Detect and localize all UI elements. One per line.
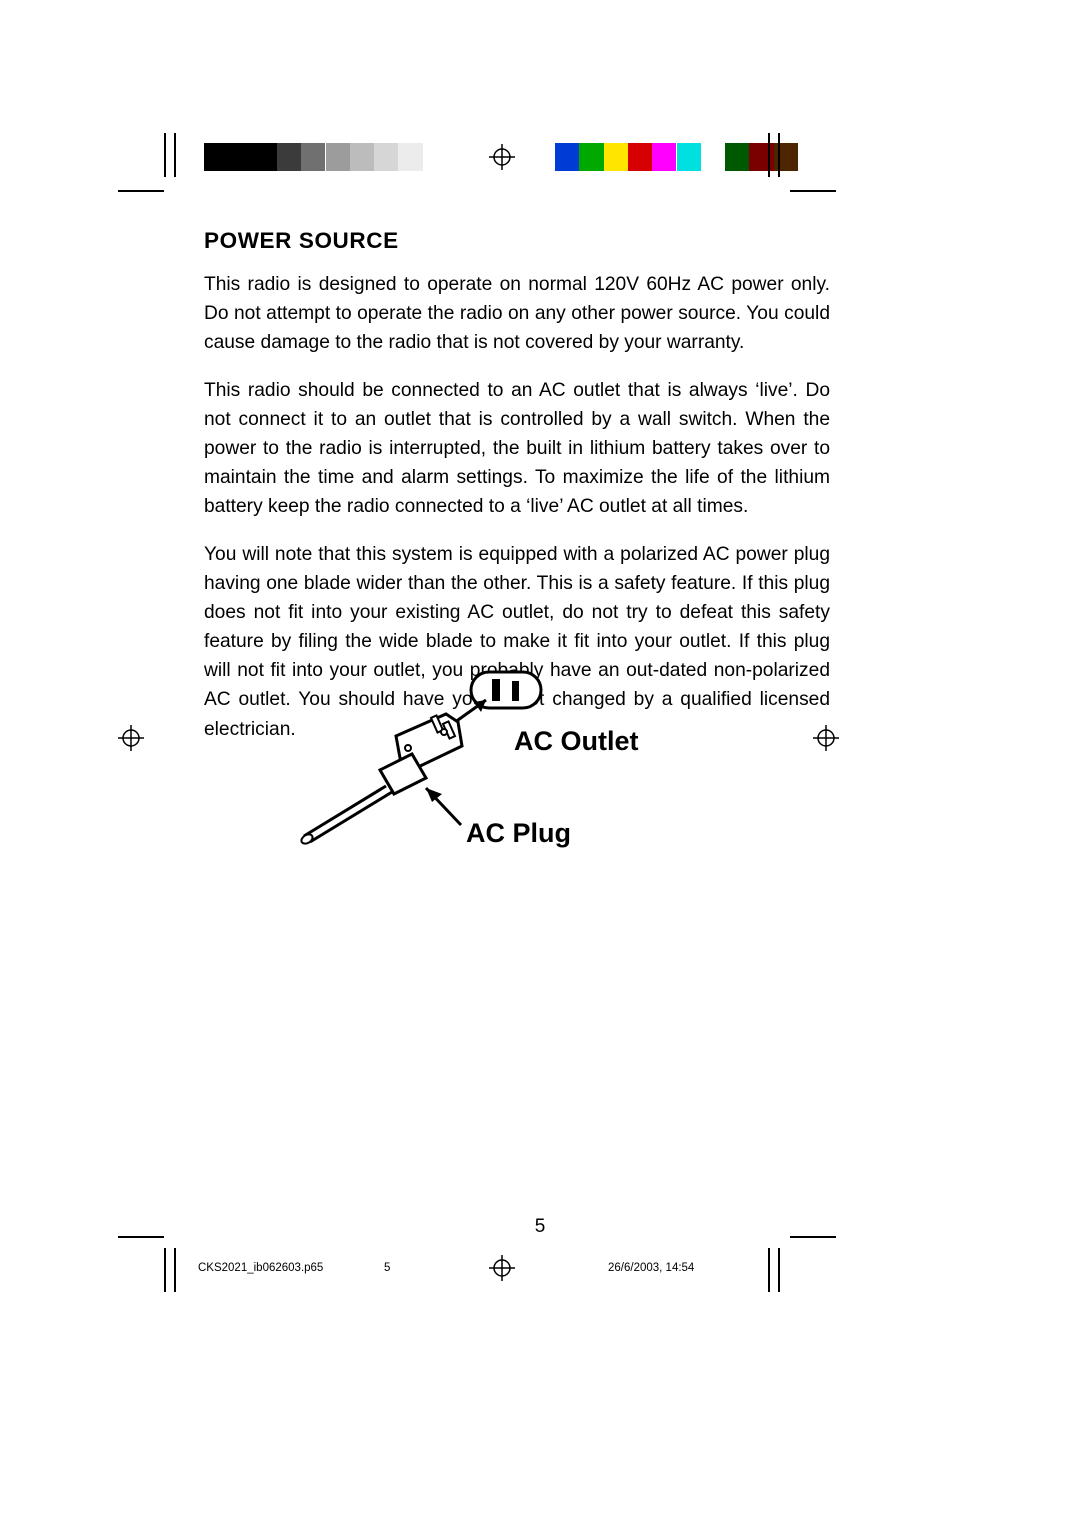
colorbar-swatch — [301, 143, 325, 171]
colorbar-swatch — [253, 143, 277, 171]
ac-plug-icon — [300, 714, 462, 845]
crop-mark — [118, 190, 164, 192]
colorbar-swatch — [326, 143, 350, 171]
diagram-label-plug: AC Plug — [466, 818, 571, 849]
crop-mark — [174, 1248, 176, 1292]
colorbar-swatch — [677, 143, 701, 171]
footer-page: 5 — [384, 1262, 390, 1274]
page-root: POWER SOURCE This radio is designed to o… — [0, 0, 1080, 1528]
colorbar-swatch — [555, 143, 579, 171]
colorbar-swatch — [604, 143, 628, 171]
colorbar-swatch — [204, 143, 228, 171]
page-number: 5 — [0, 1216, 1080, 1238]
registration-mark-icon — [487, 1253, 517, 1283]
diagram-label-outlet: AC Outlet — [514, 726, 639, 757]
colorbar-swatch — [228, 143, 252, 171]
crop-mark — [174, 133, 176, 177]
colorbar-swatch — [423, 143, 447, 171]
arrow-to-plug-icon — [426, 788, 461, 825]
colorbar-swatch — [701, 143, 725, 171]
crop-mark — [778, 1248, 780, 1292]
registration-mark-icon — [116, 723, 146, 753]
footer-filename: CKS2021_ib062603.p65 — [198, 1262, 323, 1274]
colorbar-swatch — [749, 143, 773, 171]
colorbar-swatch — [652, 143, 676, 171]
paragraph-2: This radio should be connected to an AC … — [204, 376, 830, 522]
colorbar-swatch — [374, 143, 398, 171]
crop-mark — [778, 133, 780, 177]
power-plug-diagram: AC Outlet AC Plug — [286, 660, 666, 880]
crop-mark — [164, 133, 166, 177]
colorbar-swatch — [398, 143, 422, 171]
colorbar-swatch — [725, 143, 749, 171]
crop-mark — [164, 1248, 166, 1292]
colorbar-swatch — [579, 143, 603, 171]
footer-datetime: 26/6/2003, 14:54 — [608, 1262, 694, 1274]
section-heading: POWER SOURCE — [204, 228, 830, 254]
colorbar-swatch — [277, 143, 301, 171]
crop-mark — [768, 1248, 770, 1292]
paragraph-1: This radio is designed to operate on nor… — [204, 270, 830, 358]
crop-mark — [768, 133, 770, 177]
colorbar-swatch — [628, 143, 652, 171]
crop-mark — [790, 190, 836, 192]
colorbar-swatch — [350, 143, 374, 171]
registration-mark-icon — [487, 142, 517, 172]
